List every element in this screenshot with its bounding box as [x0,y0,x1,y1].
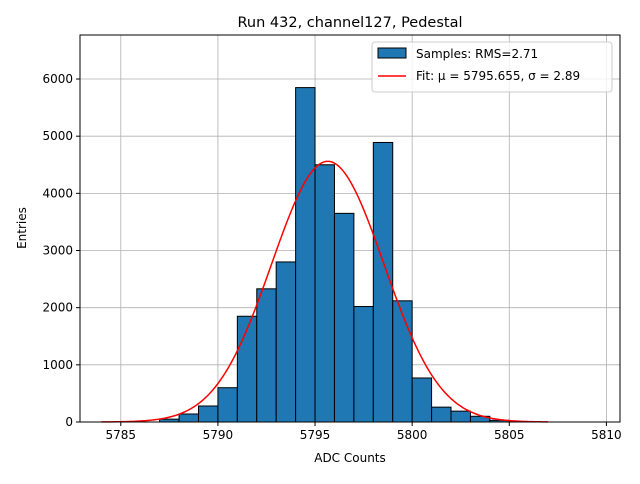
histogram-bar [333,212,355,423]
x-tick-label: 5805 [494,428,525,442]
legend-label-fit: Fit: μ = 5795.655, σ = 2.89 [416,69,580,83]
histogram-bar [431,406,452,423]
x-tick-label: 5785 [106,428,137,442]
y-tick-label: 3000 [42,244,73,258]
histogram-bar [275,261,297,423]
histogram-bar [450,410,471,423]
legend-swatch-samples [377,47,407,59]
histogram-bar [197,405,219,423]
y-tick-label: 2000 [42,301,73,315]
x-tick-label: 5795 [300,428,331,442]
histogram-bar [411,377,433,423]
y-tick-label: 5000 [42,129,73,143]
y-tick-label: 4000 [42,186,73,200]
y-tick-label: 6000 [42,72,73,86]
y-tick-label: 1000 [42,358,73,372]
histogram-bar [353,306,374,423]
x-axis-label: ADC Counts [314,451,386,465]
x-tick-label: 5800 [397,428,428,442]
legend: Samples: RMS=2.71 Fit: μ = 5795.655, σ =… [371,41,613,93]
fit-curve [101,160,549,423]
y-axis-label: Entries [15,207,29,249]
histogram-bar [256,288,277,423]
legend-label-samples: Samples: RMS=2.71 [416,47,538,61]
chart-title: Run 432, channel127, Pedestal [237,15,462,31]
x-tick-label: 5810 [591,428,622,442]
x-tick-label: 5790 [203,428,234,442]
histogram-bar [295,87,316,423]
y-tick-label: 0 [65,415,73,429]
axes-frame [79,34,621,423]
histogram-bar [178,413,199,423]
histogram-bar [236,315,258,423]
histogram-bar [314,164,335,423]
histogram-bar [392,300,413,423]
histogram-bar [217,387,238,423]
